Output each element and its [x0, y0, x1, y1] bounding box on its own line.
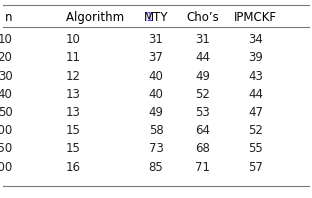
Text: 64: 64 [195, 124, 210, 137]
Text: 85: 85 [149, 161, 163, 174]
Text: 10: 10 [66, 33, 80, 46]
Text: MTY: MTY [144, 11, 168, 24]
Text: 11: 11 [66, 51, 80, 64]
Text: 20: 20 [0, 51, 12, 64]
Text: 47: 47 [248, 106, 263, 119]
Text: 52: 52 [195, 88, 210, 101]
Text: 15: 15 [66, 142, 80, 155]
Text: 40: 40 [149, 69, 163, 83]
Text: 100: 100 [0, 124, 12, 137]
Text: 15: 15 [66, 124, 80, 137]
Text: 53: 53 [195, 106, 210, 119]
Text: 31: 31 [195, 33, 210, 46]
Text: IPMCKF: IPMCKF [234, 11, 277, 24]
Text: 57: 57 [248, 161, 263, 174]
Text: 37: 37 [149, 51, 163, 64]
Text: Cho’s: Cho’s [187, 11, 219, 24]
Text: 52: 52 [248, 124, 263, 137]
Text: 13: 13 [66, 106, 80, 119]
Text: 55: 55 [248, 142, 263, 155]
Text: 73: 73 [149, 142, 163, 155]
Text: 30: 30 [0, 69, 12, 83]
Text: 39: 39 [248, 51, 263, 64]
Text: 34: 34 [248, 33, 263, 46]
Text: 50: 50 [0, 106, 12, 119]
Text: Algorithm: Algorithm [66, 11, 127, 24]
Text: 71: 71 [195, 161, 210, 174]
Text: 44: 44 [195, 51, 210, 64]
Text: 40: 40 [149, 88, 163, 101]
Text: 58: 58 [149, 124, 163, 137]
Text: 200: 200 [0, 161, 12, 174]
Text: 12: 12 [66, 69, 80, 83]
Text: 49: 49 [195, 69, 210, 83]
Text: 150: 150 [0, 142, 12, 155]
Text: 40: 40 [0, 88, 12, 101]
Text: 44: 44 [248, 88, 263, 101]
Text: 43: 43 [248, 69, 263, 83]
Text: 13: 13 [66, 88, 80, 101]
Text: 16: 16 [66, 161, 80, 174]
Text: 1: 1 [145, 11, 153, 24]
Text: 10: 10 [0, 33, 12, 46]
Text: 68: 68 [195, 142, 210, 155]
Text: 31: 31 [149, 33, 163, 46]
Text: n: n [5, 11, 12, 24]
Text: 49: 49 [149, 106, 163, 119]
